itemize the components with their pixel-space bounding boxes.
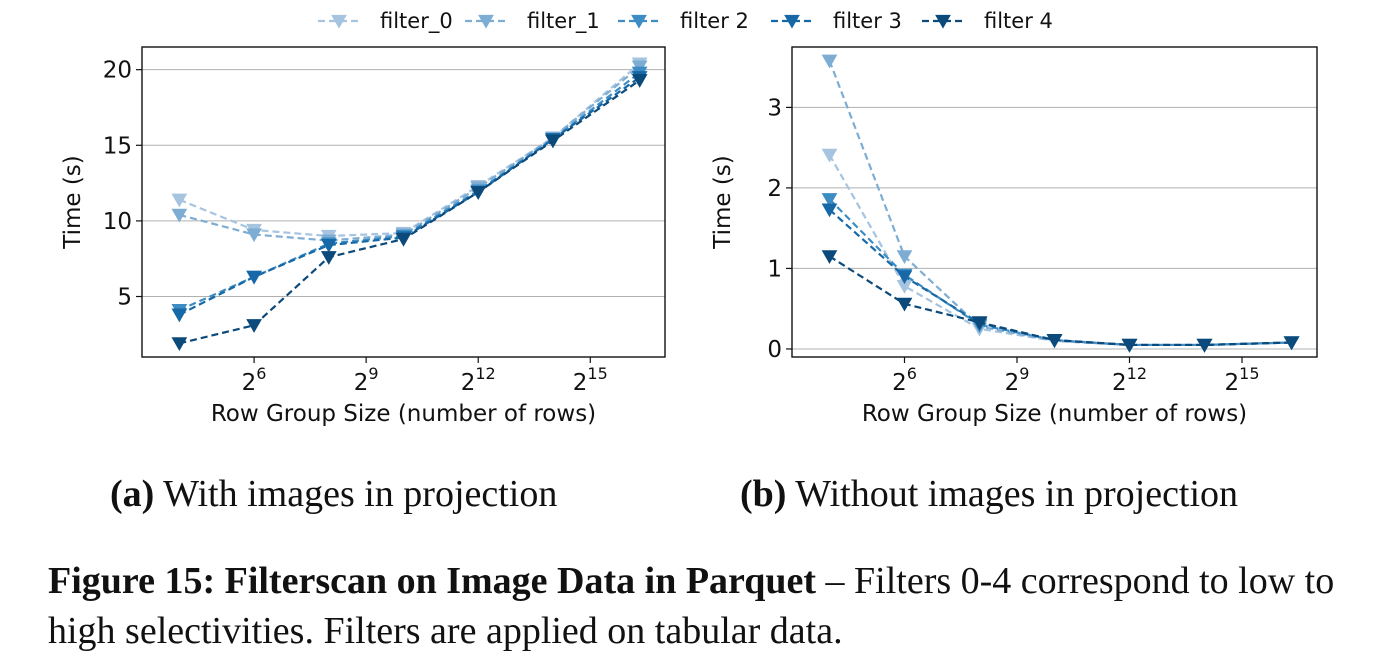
data-point <box>1283 336 1300 351</box>
series-line <box>828 208 1292 347</box>
data-point <box>821 54 838 69</box>
x-tick-label-0: 26 <box>242 364 267 396</box>
series-line <box>828 60 1292 347</box>
series-filter-4 <box>171 74 648 352</box>
data-point <box>821 193 838 207</box>
series-filter-4 <box>821 250 1300 353</box>
y-tick-label-0: 0 <box>767 337 782 363</box>
legend: filter_0 filter_1 filter 2 filter 3 filter 4 <box>318 9 1053 34</box>
legend-label-1: filter_1 <box>527 9 600 34</box>
data-point <box>896 297 913 312</box>
x-tick-label-1: 29 <box>354 364 379 396</box>
x-tick-label-3: 215 <box>1225 364 1260 396</box>
series-line <box>178 76 641 316</box>
data-point <box>320 238 337 253</box>
legend-label-3: filter 3 <box>833 9 902 33</box>
series-filter-2 <box>171 66 648 318</box>
data-point <box>246 319 262 333</box>
data-point <box>821 148 838 163</box>
data-point <box>320 251 337 265</box>
y-tick-label-2: 15 <box>103 133 132 159</box>
series-filter-2 <box>821 193 1300 353</box>
legend-label-4: filter 4 <box>984 9 1053 33</box>
series-line <box>179 65 641 242</box>
legend-marker-0 <box>331 14 347 29</box>
figure-caption-body: – Filters 0-4 correspond to low to high … <box>48 560 1335 652</box>
x-tick-label-1: 29 <box>1005 364 1030 396</box>
legend-label-0: filter_0 <box>380 9 453 34</box>
series-line <box>178 62 641 238</box>
data-point <box>171 208 188 223</box>
subcaption-a: (a) With images in projection <box>110 472 557 516</box>
subcaption-b-text: Without images in projection <box>795 473 1239 515</box>
y-axis-label: Time (s) <box>710 155 736 250</box>
figure-caption-title: Figure 15: Filterscan on Image Data in P… <box>48 560 817 602</box>
data-point <box>821 203 838 218</box>
series-filter-1 <box>171 60 648 249</box>
data-point <box>171 337 188 352</box>
series-filter-3 <box>171 71 648 323</box>
legend-marker-3 <box>784 14 800 29</box>
y-axis-label: Time (s) <box>60 155 86 250</box>
data-point <box>1121 338 1138 353</box>
y-tick-label-3: 3 <box>767 95 782 121</box>
data-point <box>171 308 188 323</box>
data-point <box>631 74 648 88</box>
x-tick-label-2: 212 <box>461 364 496 396</box>
legend-label-2: filter 2 <box>680 9 749 33</box>
series-filter-1 <box>821 54 1300 353</box>
series-line <box>179 79 641 345</box>
data-point <box>971 316 988 331</box>
data-point <box>246 228 262 243</box>
subcaption-b-label: (b) <box>740 473 787 515</box>
legend-marker-4 <box>935 14 951 29</box>
data-point <box>1196 338 1213 353</box>
legend-marker-2 <box>631 14 647 29</box>
y-tick-label-3: 20 <box>103 58 132 84</box>
series-line <box>828 154 1292 347</box>
data-point <box>1046 333 1063 348</box>
chart-a: 5 10 15 20 26 29 212 215 Row Group Size (number … <box>60 46 666 427</box>
x-axis-label: Row Group Size (number of rows) <box>211 401 596 427</box>
series-filter-0 <box>821 148 1300 353</box>
legend-marker-1 <box>478 14 494 29</box>
y-tick-label-1: 1 <box>767 256 782 282</box>
data-point <box>821 250 838 265</box>
plot-frame <box>141 46 666 358</box>
data-point <box>470 186 487 200</box>
x-tick-label-3: 215 <box>573 364 608 396</box>
data-point <box>246 270 262 285</box>
data-point <box>896 270 913 285</box>
figure: filter_0 filter_1 filter 2 filter 3 filter 4… <box>60 9 1318 427</box>
x-tick-label-0: 26 <box>892 364 917 396</box>
subcaption-b: (b) Without images in projection <box>740 472 1238 516</box>
subcaption-a-text: With images in projection <box>163 473 558 515</box>
data-point <box>395 232 412 247</box>
x-tick-label-2: 212 <box>1112 364 1147 396</box>
subcaption-a-label: (a) <box>110 473 155 515</box>
x-axis-label: Row Group Size (number of rows) <box>862 401 1247 427</box>
figure-caption: Figure 15: Filterscan on Image Data in P… <box>48 556 1368 656</box>
y-tick-label-2: 2 <box>767 176 782 202</box>
data-point <box>171 193 188 208</box>
y-tick-label-1: 10 <box>103 209 132 235</box>
data-point <box>896 250 913 265</box>
plot-frame <box>791 46 1318 358</box>
series-filter-0 <box>171 57 648 244</box>
y-tick-label-0: 5 <box>117 285 132 311</box>
data-point <box>545 134 561 149</box>
